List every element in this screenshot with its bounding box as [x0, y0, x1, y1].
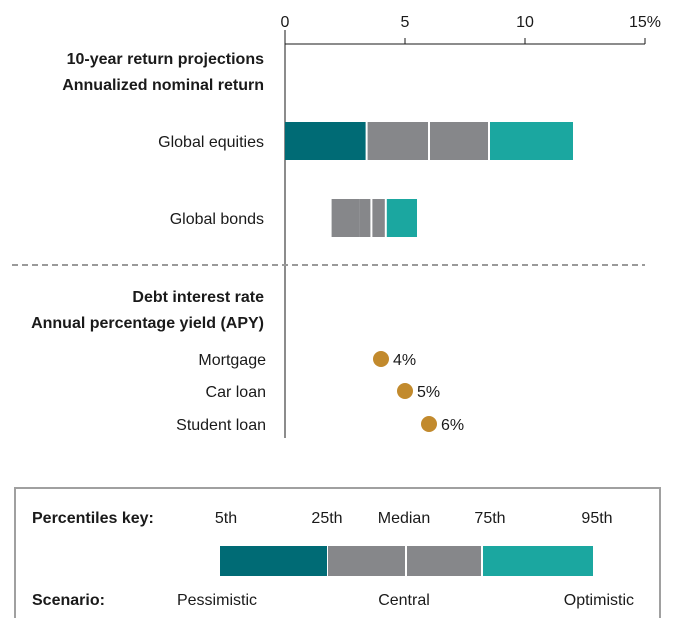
key-central-low-segment: [328, 546, 405, 576]
pessimistic-bar: [285, 122, 367, 160]
debt-rate-dot: [421, 416, 437, 432]
key-scenario-labels: Pessimistic Central Optimistic: [177, 592, 634, 609]
debt-title: Debt interest rate: [132, 289, 264, 306]
x-tick-label: 0: [281, 14, 290, 31]
key-percentile-label: 25th: [311, 510, 342, 527]
central-low-bar: [330, 199, 360, 237]
returns-subtitle: Annualized nominal return: [62, 77, 264, 94]
returns-title: 10-year return projections: [67, 51, 265, 68]
debt-subtitle: Annual percentage yield (APY): [31, 315, 264, 332]
debt-rate-dot: [373, 351, 389, 367]
debt-rows: Mortgage 4% Car loan 5% Student loan 6%: [176, 351, 464, 434]
key-box: [14, 487, 661, 618]
key-bar: [220, 546, 593, 576]
x-tick-label: 15%: [629, 14, 661, 31]
key-percentile-label: 75th: [474, 510, 505, 527]
x-tick-label: 5: [401, 14, 410, 31]
percentiles-key-label: Percentiles key:: [32, 510, 154, 527]
key-percentile-label: 5th: [215, 510, 237, 527]
central-high-bar: [429, 122, 489, 160]
key-scenario-label: Pessimistic: [177, 592, 257, 609]
debt-rate-dot: [397, 383, 413, 399]
optimistic-bar: [385, 199, 417, 237]
key-scenario-label: Central: [378, 592, 430, 609]
key-scenario-label: Optimistic: [564, 592, 634, 609]
key-optimistic-segment: [483, 546, 593, 576]
debt-rate-label: 5%: [417, 384, 440, 401]
x-tick-label: 10: [516, 14, 534, 31]
debt-rate-label: 6%: [441, 417, 464, 434]
debt-rate-label: 4%: [393, 352, 416, 369]
tick-group: 0 5 10 15%: [281, 14, 661, 44]
central-high-bar: [371, 199, 386, 237]
central-low-bar: [366, 122, 429, 160]
debt-row-label: Car loan: [206, 384, 266, 401]
key-percentile-labels: 5th 25th Median 75th 95th: [215, 510, 613, 527]
central-mid-bar: [359, 199, 372, 237]
debt-row-label: Student loan: [176, 417, 266, 434]
key-central-high-segment: [407, 546, 481, 576]
return-rows: Global equities Global bonds: [158, 122, 573, 237]
return-row-label: Global equities: [158, 134, 264, 151]
scenario-key-label: Scenario:: [32, 592, 105, 609]
key-percentile-label: 95th: [581, 510, 612, 527]
key-pessimistic-segment: [220, 546, 327, 576]
key-percentile-label: Median: [378, 510, 430, 527]
return-row-label: Global bonds: [170, 211, 264, 228]
debt-row-label: Mortgage: [198, 352, 266, 369]
optimistic-bar: [489, 122, 573, 160]
